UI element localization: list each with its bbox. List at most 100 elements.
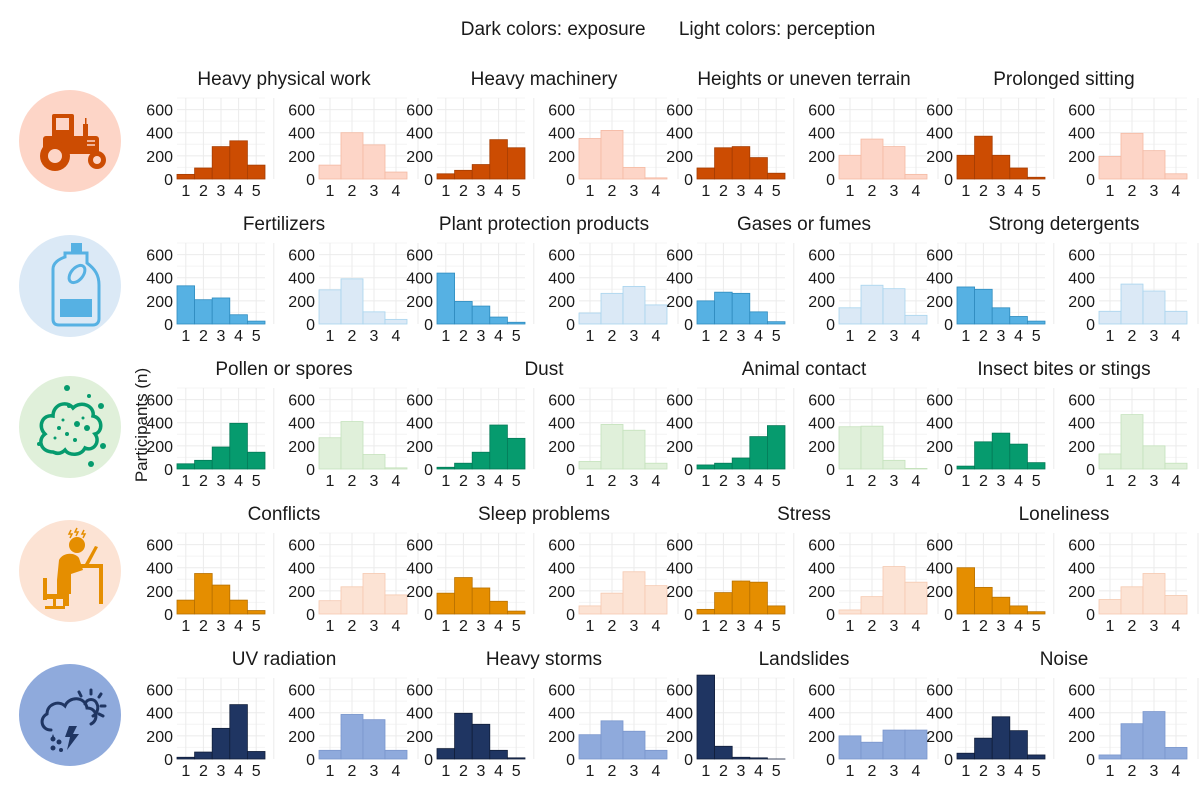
perception-ytick-label: 400 (1068, 706, 1095, 723)
exposure-ytick-label: 200 (666, 294, 693, 311)
exposure-xtick-label: 1 (961, 618, 970, 635)
perception-bar-4 (904, 581, 928, 615)
perception-xtick-label: 4 (652, 328, 661, 345)
exposure-xtick-label: 4 (234, 618, 243, 635)
perception-ytick-label: 400 (548, 416, 575, 433)
perception-xtick-label: 2 (608, 183, 617, 200)
perception-ytick-label: 400 (1068, 271, 1095, 288)
panel-title: Conflicts (248, 504, 321, 525)
exposure-xtick-label: 2 (979, 473, 988, 490)
perception-ytick-label: 0 (1086, 462, 1095, 479)
exposure-bar-3 (731, 756, 751, 760)
exposure-bar-4 (229, 704, 248, 760)
perception-xtick-label: 4 (392, 618, 401, 635)
exposure-xtick-label: 5 (1032, 618, 1041, 635)
panel-title: Pollen or spores (215, 359, 352, 380)
perception-ytick-label: 400 (808, 271, 835, 288)
exposure-bar-1 (696, 464, 716, 470)
perception-ytick-label: 0 (566, 752, 575, 769)
perception-bar-1 (838, 426, 862, 470)
perception-xtick-label: 3 (890, 763, 899, 780)
perception-xtick-label: 1 (586, 618, 595, 635)
panel-title: Heavy machinery (471, 69, 618, 90)
exposure-xtick-label: 3 (737, 618, 746, 635)
perception-ytick-label: 600 (548, 103, 575, 120)
perception-bar-2 (860, 138, 884, 180)
exposure-ytick-label: 400 (146, 126, 173, 143)
exposure-ytick-label: 400 (666, 271, 693, 288)
perception-bar-3 (622, 285, 646, 325)
exposure-bar-4 (229, 422, 248, 470)
exposure-ytick-label: 0 (164, 462, 173, 479)
exposure-xtick-label: 4 (1014, 473, 1023, 490)
perception-xtick-label: 3 (1150, 328, 1159, 345)
perception-ytick-label: 200 (288, 439, 315, 456)
perception-ytick-label: 0 (826, 317, 835, 334)
perception-bar-2 (600, 129, 624, 180)
perception-bar-2 (860, 596, 884, 615)
panel-title: Strong detergents (988, 214, 1139, 235)
perception-xtick-label: 1 (326, 183, 335, 200)
exposure-bar-4 (229, 140, 248, 180)
exposure-ytick-label: 0 (164, 172, 173, 189)
perception-xtick-label: 4 (652, 618, 661, 635)
exposure-bar-4 (489, 139, 508, 180)
exposure-xtick-label: 1 (701, 618, 710, 635)
perception-bar-4 (644, 749, 668, 760)
exposure-bar-1 (176, 756, 196, 760)
exposure-bar-1 (696, 608, 716, 615)
perception-xtick-label: 1 (586, 328, 595, 345)
perception-ytick-label: 200 (288, 729, 315, 746)
perception-xtick-label: 3 (370, 328, 379, 345)
exposure-xtick-label: 1 (181, 183, 190, 200)
exposure-ytick-label: 400 (926, 271, 953, 288)
perception-bar-1 (1098, 156, 1122, 180)
perception-bar-2 (340, 714, 364, 760)
perception-xtick-label: 3 (370, 183, 379, 200)
exposure-bar-2 (194, 573, 213, 615)
perception-ytick-label: 200 (548, 149, 575, 166)
panel-title: Animal contact (742, 359, 867, 380)
exposure-ytick-label: 0 (164, 317, 173, 334)
exposure-bar-5 (246, 451, 266, 470)
exposure-bar-5 (246, 320, 266, 325)
perception-ytick-label: 200 (288, 294, 315, 311)
perception-ytick-label: 400 (808, 706, 835, 723)
exposure-bar-1 (956, 286, 976, 325)
exposure-xtick-label: 4 (1014, 183, 1023, 200)
exposure-bar-2 (454, 462, 473, 470)
pollen-cloud-icon (19, 376, 121, 478)
perception-ytick-label: 0 (826, 172, 835, 189)
exposure-bar-2 (974, 288, 993, 325)
perception-bar-4 (1164, 310, 1188, 325)
exposure-ytick-label: 200 (926, 584, 953, 601)
exposure-bar-4 (749, 157, 768, 180)
exposure-xtick-label: 5 (1032, 763, 1041, 780)
perception-ytick-label: 400 (548, 706, 575, 723)
perception-xtick-label: 1 (586, 183, 595, 200)
perception-ytick-label: 400 (1068, 561, 1095, 578)
perception-bar-1 (578, 138, 602, 180)
perception-xtick-label: 4 (1172, 618, 1181, 635)
exposure-xtick-label: 4 (234, 763, 243, 780)
perception-ytick-label: 200 (1068, 149, 1095, 166)
exposure-xtick-label: 2 (979, 763, 988, 780)
exposure-xtick-label: 4 (754, 763, 763, 780)
perception-xtick-label: 2 (608, 763, 617, 780)
chemical-bottle-icon (19, 235, 121, 337)
perception-bar-4 (904, 468, 928, 470)
perception-xtick-label: 3 (630, 618, 639, 635)
perception-ytick-label: 600 (808, 683, 835, 700)
panel-title: Sleep problems (478, 504, 610, 525)
perception-ytick-label: 600 (1068, 538, 1095, 555)
perception-ytick-label: 0 (1086, 752, 1095, 769)
perception-ytick-label: 400 (1068, 126, 1095, 143)
perception-xtick-label: 4 (1172, 763, 1181, 780)
perception-ytick-label: 400 (548, 561, 575, 578)
perception-bar-2 (1120, 723, 1144, 760)
exposure-ytick-label: 0 (684, 607, 693, 624)
